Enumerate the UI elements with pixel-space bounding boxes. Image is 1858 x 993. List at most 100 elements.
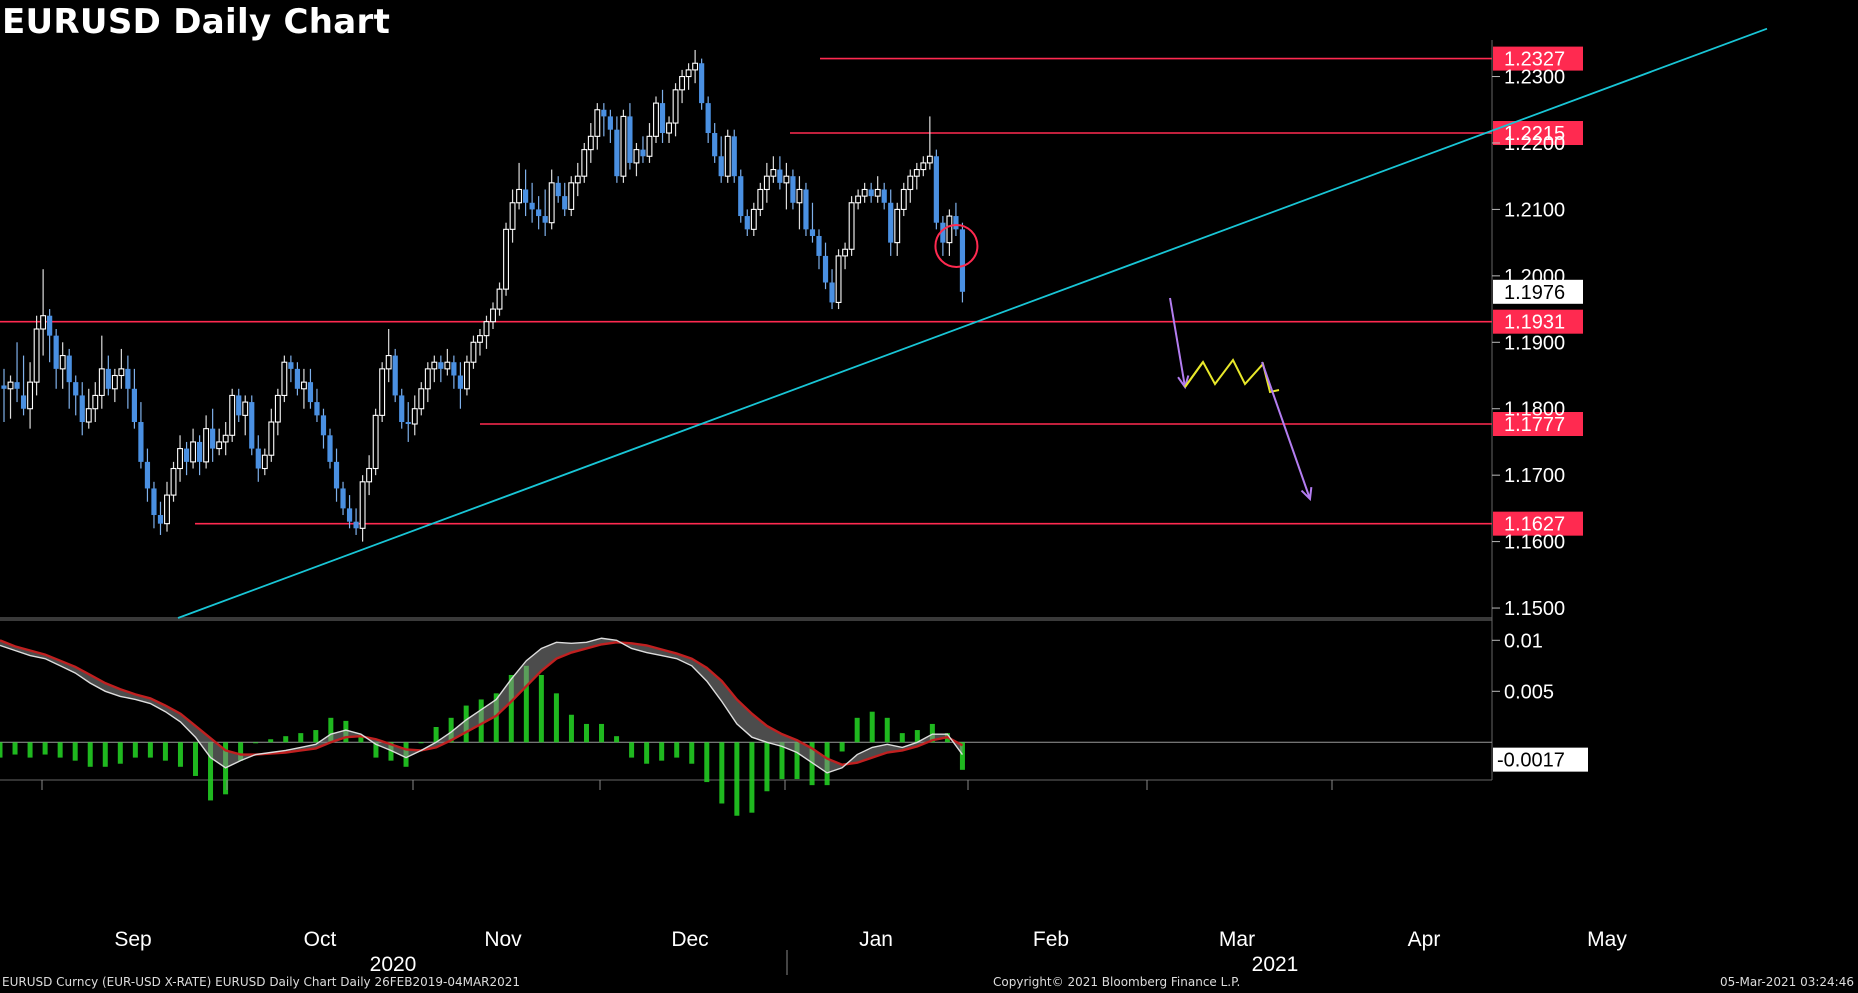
candle-body [881,189,887,203]
month-label: May [1587,928,1627,951]
candle-body [672,89,679,124]
candle-body [236,395,242,416]
candle-body [1,385,7,389]
candle-body [888,202,894,243]
macd-histogram-bar [132,742,138,758]
candle-body [822,255,829,283]
macd-histogram-bar [764,742,770,792]
macd-histogram-bar [959,742,965,770]
candle-body [157,515,164,524]
candlestick-series [1,49,966,542]
macd-histogram-bar [298,733,304,743]
macd-histogram-bar [644,742,650,764]
month-label: Sep [114,928,151,951]
candle-body [692,62,699,71]
price-tick-label: 1.1700 [1504,465,1565,487]
macd-histogram-bar [854,717,860,743]
candle-body [59,355,66,370]
candle-body [679,75,686,91]
candle-body [144,461,151,489]
candle-body [835,255,842,303]
macd-histogram-bar [388,742,394,761]
macd-histogram-bar [779,742,785,780]
projection-arrow-long-head [1300,486,1313,502]
candle-body [281,361,288,396]
price-tick-label: 1.1900 [1504,332,1565,354]
candle-body [763,175,770,191]
candle-body [848,202,855,250]
candle-body [190,441,197,463]
macd-histogram-bar [689,742,695,764]
macd-histogram-bar [659,742,665,761]
candle-body [424,368,431,390]
panel-separator [0,617,1492,621]
price-tick-label: 1.1600 [1504,532,1565,554]
candle-body [151,488,157,516]
support-resistance-levels: 1.2327 1.2215 1.1931 1.1777 1.1627 1.1976 [0,46,1583,536]
candle-body [646,135,653,157]
candle-body [666,122,672,134]
candle-body [138,422,144,462]
candle-body [940,222,946,243]
candle-body [431,361,438,370]
candle-body [7,381,14,390]
candle-body [705,103,711,134]
candle-body [640,149,646,157]
candle-body [98,368,105,396]
candle-body [607,116,613,130]
level-price-tag [1493,309,1583,334]
candle-body [79,395,85,423]
candle-body [66,355,72,383]
candle-body [320,415,327,436]
candle-body [509,202,516,230]
candle-body [770,169,777,177]
price-tick-label: 1.2100 [1504,199,1565,221]
candle-body [483,321,490,337]
candle-body [131,388,137,423]
macd-tick-label: 0.005 [1504,681,1554,703]
macd-histogram-bar [734,742,740,816]
price-tick-label: 1.1500 [1504,598,1565,620]
macd-histogram-bar [57,742,63,758]
candle-body [203,428,210,463]
macd-histogram-bar [629,742,635,758]
macd-histogram-bar [884,717,890,743]
candle-body [946,215,953,244]
breakout-marker-circle [934,223,979,268]
candle-body [399,395,405,423]
macd-histogram-bar [809,742,815,786]
price-tick-label: 1.2300 [1504,67,1565,89]
candle-body [555,182,561,197]
candle-body [913,169,920,177]
projected-path-start [1184,361,1204,388]
candle-body [242,401,249,416]
level-price-label: 1.1777 [1504,414,1565,436]
macd-histogram-bar [433,727,439,743]
macd-histogram-bar [538,674,544,743]
candle-body [222,434,229,443]
candle-body [594,109,601,137]
candle-body [790,176,796,203]
macd-panel [0,637,1492,816]
macd-histogram-bar [553,693,559,743]
macd-histogram-bar [839,742,845,752]
macd-histogram-bar [448,717,454,743]
candle-body [111,374,118,390]
candle-body [718,156,724,177]
macd-histogram-bar [914,730,920,743]
macd-histogram-bar [418,742,424,744]
macd-histogram-bar [493,693,499,743]
projected-consolidation-path [1184,358,1280,394]
macd-histogram-bar [72,742,78,761]
candle-body [777,169,783,183]
candle-body [757,188,764,210]
macd-histogram-bar [719,742,725,804]
candle-body [372,414,379,470]
macd-histogram-bar [283,736,289,743]
annotations [934,223,1313,502]
candle-body [359,481,366,529]
candle-body [633,149,640,164]
candle-body [294,368,300,389]
candle-body [444,361,451,370]
footer-source: EURUSD Curncy (EUR-USD X-RATE) EURUSD Da… [2,975,521,989]
